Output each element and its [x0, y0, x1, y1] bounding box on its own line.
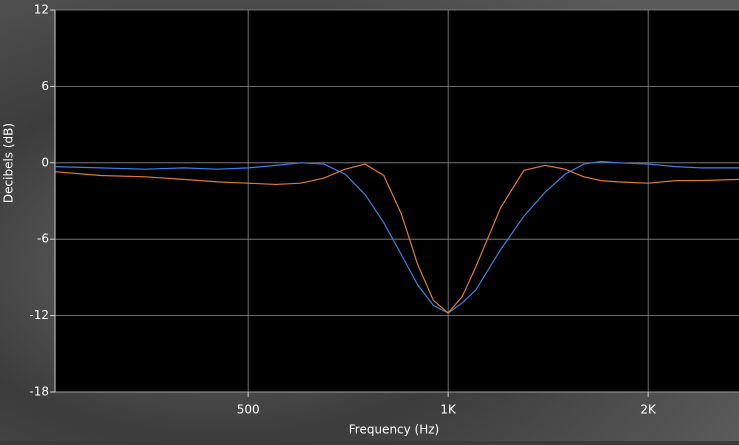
x-tick-label: 500 [237, 403, 260, 417]
y-tick-label: 6 [41, 79, 49, 93]
y-tick-label: 12 [34, 3, 49, 17]
y-tick-label: -6 [37, 232, 49, 246]
series-line [54, 160, 739, 314]
y-axis-title: Decibels (dB) [2, 123, 16, 203]
y-tick-label: -18 [29, 385, 49, 399]
x-tick-label: 1K [440, 403, 457, 417]
x-tick-label: 2K [640, 403, 657, 417]
y-tick-label: -12 [29, 308, 49, 322]
plot-area [55, 10, 739, 392]
x-axis-title: Frequency (Hz) [349, 423, 440, 437]
y-tick-label: 0 [41, 155, 49, 169]
series-line [54, 163, 739, 314]
